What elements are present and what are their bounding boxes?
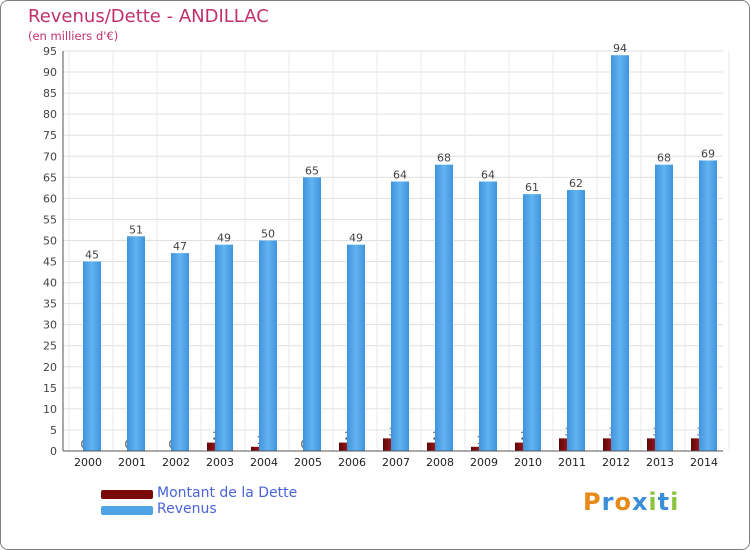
y-tick-label: 75 xyxy=(43,129,57,142)
x-tick-label: 2001 xyxy=(118,456,146,469)
revenue-value-label: 68 xyxy=(437,152,451,165)
revenue-value-label: 64 xyxy=(481,169,495,182)
revenue-value-label: 50 xyxy=(261,227,275,240)
legend-swatch-revenue xyxy=(101,506,153,515)
revenue-bar xyxy=(699,160,717,451)
y-tick-label: 55 xyxy=(43,213,57,226)
proxiti-logo: Proxiti xyxy=(583,488,679,516)
bars-layer: 0450510472491500652493642681642613623943… xyxy=(81,42,717,452)
y-tick-label: 0 xyxy=(50,445,57,458)
revenue-bar xyxy=(171,253,189,451)
logo-letter-1: r xyxy=(601,488,615,516)
y-tick-label: 30 xyxy=(43,319,57,332)
revenue-bar xyxy=(127,236,145,451)
y-tick-label: 90 xyxy=(43,66,57,79)
revenue-value-label: 64 xyxy=(393,169,407,182)
revenue-bar xyxy=(83,261,101,451)
y-tick-label: 10 xyxy=(43,403,57,416)
legend-swatch-debt xyxy=(101,490,153,499)
logo-letter-0: P xyxy=(583,488,602,516)
y-tick-label: 95 xyxy=(43,45,57,58)
revenue-bar xyxy=(347,244,365,451)
y-tick-label: 70 xyxy=(43,150,57,163)
revenue-bar xyxy=(215,244,233,451)
x-tick-label: 2002 xyxy=(162,456,190,469)
x-tick-label: 2008 xyxy=(426,456,454,469)
y-tick-label: 65 xyxy=(43,171,57,184)
x-tick-label: 2003 xyxy=(206,456,234,469)
y-tick-label: 20 xyxy=(43,361,57,374)
y-tick-label: 40 xyxy=(43,277,57,290)
y-tick-label: 25 xyxy=(43,340,57,353)
chart-title: Revenus/Dette - ANDILLAC xyxy=(28,6,269,27)
revenue-bar xyxy=(567,189,585,451)
revenue-bar xyxy=(259,240,277,451)
x-tick-label: 2010 xyxy=(514,456,542,469)
revenue-value-label: 49 xyxy=(217,232,231,245)
revenue-bar xyxy=(435,164,453,451)
x-tick-label: 2004 xyxy=(250,456,278,469)
revenue-value-label: 49 xyxy=(349,232,363,245)
legend-label-debt: Montant de la Dette xyxy=(157,485,298,501)
x-tick-label: 2007 xyxy=(382,456,410,469)
chart-subtitle: (en milliers d'€) xyxy=(28,29,119,43)
y-tick-label: 50 xyxy=(43,234,57,247)
revenue-value-label: 94 xyxy=(613,42,627,55)
y-tick-label: 15 xyxy=(43,382,57,395)
x-tick-label: 2013 xyxy=(646,456,674,469)
x-tick-label: 2009 xyxy=(470,456,498,469)
revenue-bar xyxy=(479,181,497,452)
revenue-bar xyxy=(303,177,321,451)
logo-letter-2: o xyxy=(614,488,632,516)
y-tick-label: 5 xyxy=(50,424,57,437)
logo-letter-6: i xyxy=(670,488,680,516)
revenue-value-label: 69 xyxy=(701,147,715,160)
revenue-value-label: 45 xyxy=(85,249,99,262)
revenue-bar xyxy=(523,194,541,451)
x-tick-label: 2006 xyxy=(338,456,366,469)
legend-label-revenue: Revenus xyxy=(157,501,217,517)
axis-layer: 0 5 10 15 20 25 30 35 40 45 50 55 60 65 70 75 80 85 90 95 20… xyxy=(43,45,723,469)
logo-letter-4: i xyxy=(648,488,658,516)
logo-letter-5: t xyxy=(657,488,671,516)
x-tick-label: 2011 xyxy=(558,456,586,469)
revenue-bar xyxy=(655,164,673,451)
revenue-value-label: 61 xyxy=(525,181,539,194)
revenue-value-label: 65 xyxy=(305,164,319,177)
revenue-value-label: 68 xyxy=(657,152,671,165)
revenue-value-label: 62 xyxy=(569,177,583,190)
x-tick-label: 2000 xyxy=(74,456,102,469)
y-tick-label: 80 xyxy=(43,108,57,121)
revenue-bar xyxy=(391,181,409,452)
x-tick-label: 2012 xyxy=(602,456,630,469)
revenue-value-label: 51 xyxy=(129,223,143,236)
logo-letter-3: x xyxy=(631,488,649,516)
y-tick-label: 45 xyxy=(43,256,57,269)
x-tick-label: 2014 xyxy=(690,456,718,469)
y-tick-label: 35 xyxy=(43,298,57,311)
revenue-bar xyxy=(611,55,629,452)
y-tick-label: 85 xyxy=(43,87,57,100)
x-tick-label: 2005 xyxy=(294,456,322,469)
y-tick-label: 60 xyxy=(43,192,57,205)
revenue-value-label: 47 xyxy=(173,240,187,253)
